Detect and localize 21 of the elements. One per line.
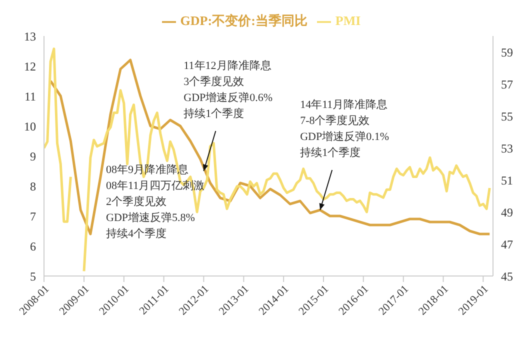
annotation: 14年11月降准降息 7-8个季度见效 GDP增速反弹0.1% 持续1个季度: [300, 98, 390, 159]
y2-tick-label: 47: [501, 237, 513, 252]
y-tick-label: 13: [24, 29, 36, 44]
legend-label: GDP:不变价:当季同比: [180, 13, 308, 28]
y-tick-label: 8: [30, 179, 36, 194]
y2-tick-label: 57: [501, 77, 513, 92]
legend-label: PMI: [335, 13, 361, 28]
y-tick-label: 5: [30, 269, 36, 284]
y-tick-label: 6: [30, 239, 36, 254]
annotation: 11年12月降准降息 3个季度见效 GDP增速反弹0.6% 持续1个季度: [184, 59, 273, 120]
y-tick-label: 7: [30, 209, 36, 224]
y2-tick-label: 45: [501, 269, 513, 284]
y2-tick-label: 59: [501, 45, 513, 60]
y-tick-label: 10: [24, 119, 36, 134]
y-tick-label: 11: [24, 89, 36, 104]
y2-tick-label: 55: [501, 109, 513, 124]
y2-tick-label: 51: [501, 173, 513, 188]
y2-tick-label: 53: [501, 141, 513, 156]
y-tick-label: 12: [24, 59, 36, 74]
y-tick-label: 9: [30, 149, 36, 164]
y2-tick-label: 49: [501, 205, 513, 220]
